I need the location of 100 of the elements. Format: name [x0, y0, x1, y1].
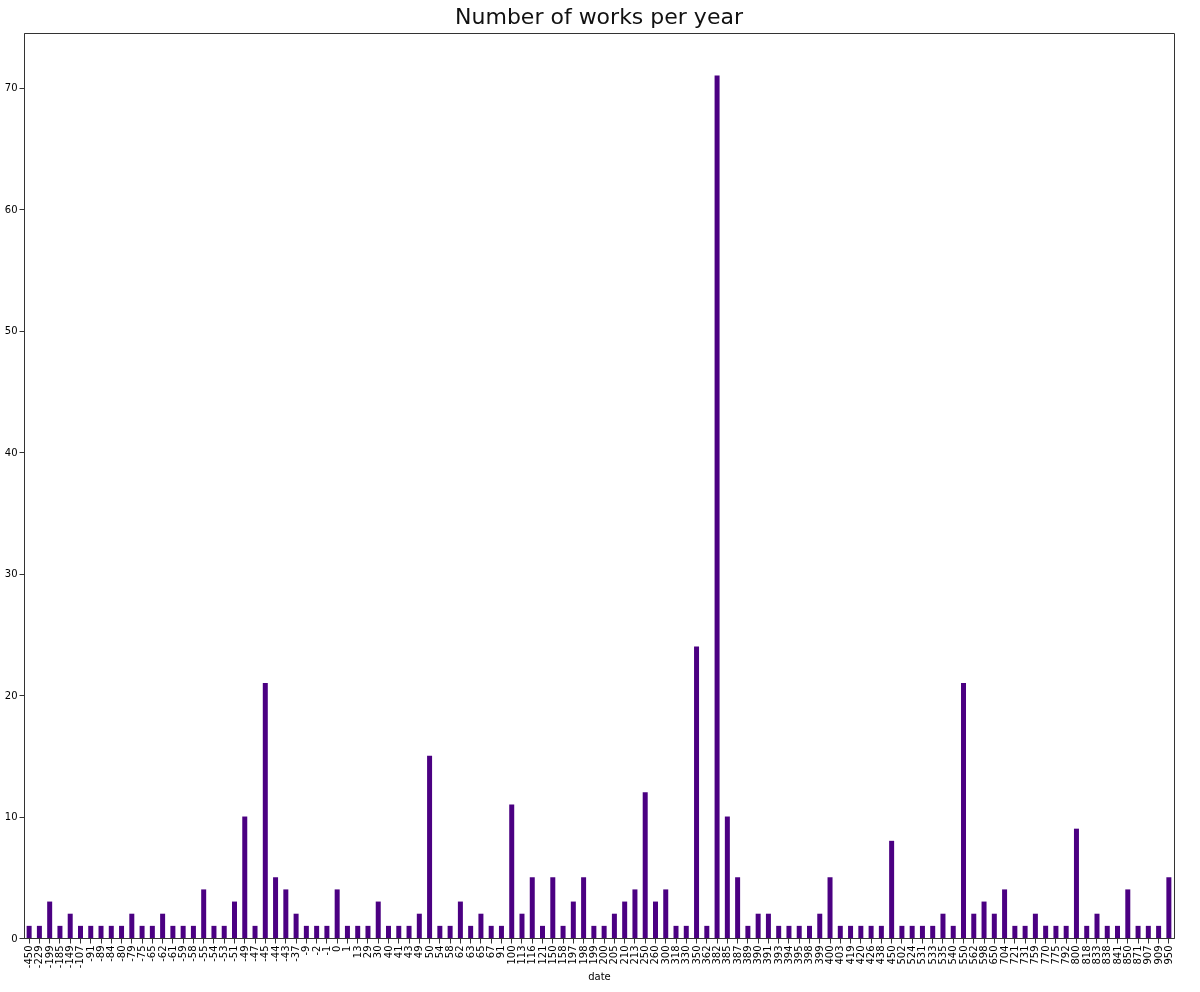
bar: [119, 925, 125, 938]
bar: [909, 925, 915, 938]
bar: [437, 925, 443, 938]
bar: [1073, 828, 1079, 938]
bar: [314, 925, 320, 938]
bar: [170, 925, 176, 938]
bar: [930, 925, 936, 938]
x-tick-label: -54: [207, 945, 219, 962]
x-tick-label: -1: [320, 945, 332, 956]
bar: [1135, 925, 1141, 938]
x-tick-label: -65: [146, 945, 158, 962]
bar: [447, 925, 453, 938]
bar: [478, 913, 484, 938]
bar: [1032, 913, 1038, 938]
x-tick-label: -2: [310, 945, 322, 956]
bar: [724, 816, 730, 938]
bar: [252, 925, 258, 938]
x-tick-label: 43: [403, 945, 415, 959]
bar: [498, 925, 504, 938]
bar: [67, 913, 73, 938]
x-tick-label: 562: [967, 945, 979, 965]
bar: [683, 925, 689, 938]
bar: [88, 925, 94, 938]
bar: [1053, 925, 1059, 938]
x-tick-label: -79: [125, 945, 137, 962]
x-tick-label: 121: [536, 945, 548, 965]
x-axis-title: date: [588, 971, 611, 983]
x-tick-label: -80: [115, 945, 127, 962]
x-tick-label: 389: [741, 945, 753, 965]
bar: [1104, 925, 1110, 938]
x-tick-label: 50: [423, 945, 435, 959]
bar: [745, 925, 751, 938]
x-tick-label: 420: [854, 945, 866, 965]
x-tick-label: 704: [998, 945, 1010, 965]
x-tick-label: -149: [64, 945, 76, 969]
x-tick-label: 0: [331, 945, 343, 952]
bar: [940, 913, 946, 938]
bar: [642, 792, 648, 938]
bar: [190, 925, 196, 938]
bar: [1115, 925, 1121, 938]
x-tick-label: -84: [105, 945, 117, 962]
y-tick-label: 20: [4, 689, 18, 701]
x-tick-label: 800: [1070, 945, 1082, 965]
bar: [509, 804, 515, 938]
bar: [149, 925, 155, 938]
bar: [540, 925, 546, 938]
x-tick-label: -53: [218, 945, 230, 962]
bar: [899, 925, 905, 938]
bar: [889, 840, 895, 938]
bar: [273, 877, 279, 938]
bar: [468, 925, 474, 938]
x-tick-label: 871: [1132, 945, 1144, 965]
bar: [570, 901, 576, 938]
y-tick-label: 30: [4, 568, 18, 580]
x-tick-label: 387: [731, 945, 743, 965]
bar: [529, 877, 535, 938]
bar: [652, 901, 658, 938]
bar: [129, 913, 135, 938]
x-tick-label: 30: [372, 945, 384, 959]
bar: [47, 901, 53, 938]
bar: [108, 925, 114, 938]
bar: [77, 925, 83, 938]
bar: [1022, 925, 1028, 938]
x-tick-label: 200: [598, 945, 610, 965]
x-tick-label: 382: [711, 945, 723, 965]
bar: [950, 925, 956, 938]
x-tick-label: 833: [1090, 945, 1102, 965]
x-tick-label: 1: [341, 945, 353, 952]
bar: [1084, 925, 1090, 938]
y-tick-label: 10: [4, 811, 18, 823]
x-tick-label: -47: [249, 945, 261, 962]
x-tick-label: -185: [53, 945, 65, 969]
x-tick-label: 721: [1008, 945, 1020, 965]
bar: [765, 913, 771, 938]
bar: [981, 901, 987, 938]
x-tick-label: -43: [279, 945, 291, 962]
x-tick-label: 318: [670, 945, 682, 965]
x-tick-label: 535: [936, 945, 948, 965]
x-tick-label: 775: [1049, 945, 1061, 965]
x-tick-label: -89: [95, 945, 107, 962]
bar: [961, 682, 967, 938]
y-tick-label: 60: [4, 203, 18, 215]
bar: [858, 925, 864, 938]
x-tick-label: 198: [577, 945, 589, 965]
bar: [303, 925, 309, 938]
x-tick-label: 91: [495, 945, 507, 959]
bar: [201, 889, 207, 938]
bar: [26, 925, 32, 938]
bar: [1145, 925, 1151, 938]
x-tick-label: 907: [1142, 945, 1154, 965]
bar: [868, 925, 874, 938]
x-tick-label: 350: [690, 945, 702, 965]
bar: [231, 901, 237, 938]
bar: [560, 925, 566, 938]
bar: [848, 925, 854, 938]
x-tick-label: -58: [187, 945, 199, 962]
x-tick-label: -49: [238, 945, 250, 962]
x-tick-label: 841: [1111, 945, 1123, 965]
bar: [1012, 925, 1018, 938]
x-tick-label: 399: [813, 945, 825, 965]
